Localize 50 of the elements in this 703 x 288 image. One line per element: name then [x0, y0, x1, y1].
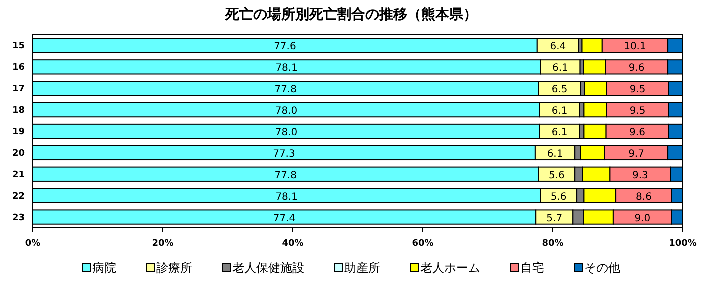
- data-label: 8.6: [636, 192, 652, 203]
- data-label: 9.7: [628, 148, 644, 160]
- y-tick-label: 17: [12, 84, 25, 95]
- y-tick-label: 20: [12, 148, 25, 159]
- data-label: 77.6: [274, 42, 296, 53]
- data-label: 9.5: [630, 84, 646, 96]
- data-label: 78.1: [276, 63, 298, 74]
- legend-label: 自宅: [520, 261, 544, 275]
- data-label: 6.1: [547, 148, 564, 160]
- legend-label: 助産所: [344, 261, 380, 275]
- data-label: 77.4: [273, 213, 296, 224]
- legend-label: 診療所: [156, 261, 192, 275]
- legend-label: 老人保健施設: [232, 261, 304, 275]
- data-label: 6.5: [552, 84, 568, 96]
- data-label: 77.3: [273, 148, 296, 160]
- data-label: 6.1: [552, 128, 568, 138]
- y-tick-label: 22: [12, 192, 25, 202]
- data-label: 78.1: [276, 192, 298, 203]
- data-label: 77.8: [274, 84, 297, 96]
- data-label: 5.6: [548, 170, 565, 182]
- data-label: 6.1: [552, 63, 568, 74]
- data-label: 6.4: [550, 42, 566, 53]
- y-tick-label: 18: [12, 106, 25, 116]
- legend-label: 病院: [92, 261, 116, 275]
- y-tick-label: 19: [12, 128, 25, 138]
- data-label: 77.8: [274, 170, 297, 182]
- data-label: 6.1: [552, 106, 568, 118]
- data-label: 78.0: [275, 106, 298, 118]
- data-label: 10.1: [624, 42, 646, 53]
- x-tick-label: 100%: [669, 239, 697, 249]
- x-tick-label: 80%: [542, 239, 564, 249]
- data-label: 78.0: [275, 128, 298, 138]
- y-tick-label: 23: [12, 213, 25, 224]
- x-tick-label: 0%: [25, 239, 41, 249]
- x-tick-label: 20%: [152, 239, 174, 249]
- data-label: 9.6: [630, 128, 646, 138]
- data-label: 5.7: [546, 213, 563, 224]
- data-label: 9.6: [628, 63, 645, 74]
- data-label: 5.6: [550, 192, 567, 203]
- data-label: 9.5: [630, 106, 646, 118]
- y-tick-label: 15: [12, 42, 25, 52]
- data-label: 9.3: [632, 170, 648, 182]
- x-tick-label: 40%: [282, 239, 304, 249]
- x-tick-label: 60%: [412, 239, 434, 249]
- data-label: 9.0: [634, 213, 651, 224]
- chart-title: 死亡の場所別死亡割合の推移（熊本県）: [224, 6, 478, 23]
- legend-label: 老人ホーム: [420, 261, 480, 275]
- y-tick-label: 16: [12, 63, 25, 74]
- legend-label: その他: [584, 261, 620, 275]
- y-tick-label: 21: [12, 170, 25, 180]
